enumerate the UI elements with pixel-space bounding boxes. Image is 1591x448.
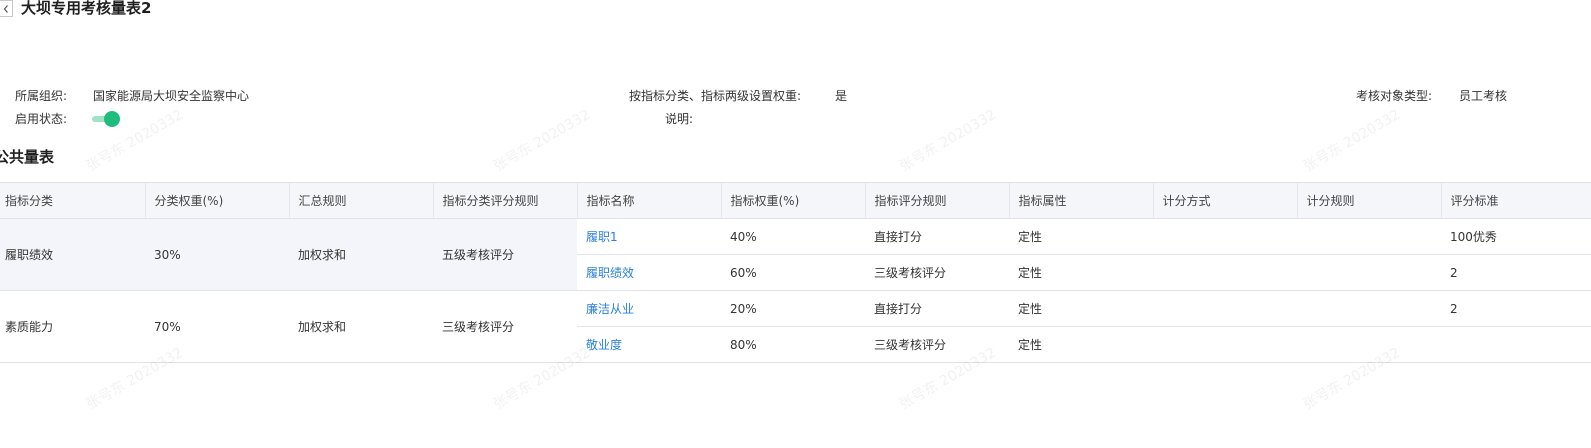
column-header: 指标分类 [0, 182, 146, 219]
indicator-name-cell: 履职1 [577, 218, 721, 255]
indicator-name-cell: 履职绩效 [577, 254, 721, 291]
indicator-link[interactable]: 履职绩效 [586, 266, 635, 280]
score-method-cell [1153, 218, 1297, 255]
table-row: 履职绩效 30% 加权求和 五级考核评分 履职1 40% 直接打分 定性 100… [0, 218, 1591, 291]
indicator-attr-cell: 定性 [1009, 326, 1153, 363]
target-type-label: 考核对象类型: [1356, 89, 1433, 103]
column-header: 指标评分规则 [865, 182, 1010, 219]
indicator-attr-cell: 定性 [1009, 290, 1153, 327]
score-rule-cell [1297, 218, 1441, 255]
column-header: 指标权重(%) [721, 182, 866, 219]
indicator-link[interactable]: 敬业度 [586, 338, 623, 352]
target-type-value: 员工考核 [1459, 89, 1508, 103]
back-button[interactable] [0, 0, 13, 17]
summary-rule-cell: 加权求和 [289, 218, 433, 291]
note-label: 说明: [665, 112, 694, 126]
page-title: 大坝专用考核量表2 [21, 0, 152, 17]
column-header: 指标属性 [1009, 182, 1154, 219]
indicator-attr-cell: 定性 [1009, 254, 1153, 291]
weight-setting-label: 按指标分类、指标两级设置权重: [629, 89, 802, 103]
score-rule-cell [1297, 326, 1441, 363]
weight-setting-value: 是 [835, 89, 848, 103]
score-method-cell [1153, 326, 1297, 363]
indicator-weight-cell: 80% [721, 326, 865, 363]
indicator-weight-cell: 60% [721, 254, 865, 291]
org-label: 所属组织: [15, 89, 68, 103]
score-rule-cell [1297, 290, 1441, 327]
score-method-cell [1153, 290, 1297, 327]
category-weight-cell: 70% [145, 290, 289, 363]
watermark: 张号东 2020332 [1300, 106, 1404, 175]
indicator-weight-cell: 20% [721, 290, 865, 327]
column-header: 计分方式 [1153, 182, 1298, 219]
category-cell: 素质能力 [0, 290, 145, 363]
standard-cell: 100优秀 [1441, 218, 1591, 255]
column-header: 指标分类评分规则 [433, 182, 578, 219]
score-method-cell [1153, 254, 1297, 291]
indicator-weight-cell: 40% [721, 218, 865, 255]
status-label: 启用状态: [15, 112, 68, 126]
standard-cell: 2 [1441, 254, 1591, 291]
category-cell: 履职绩效 [0, 218, 145, 291]
section-title: 公共量表 [0, 148, 55, 166]
table-header-row: 指标分类 分类权重(%) 汇总规则 指标分类评分规则 指标名称 指标权重(%) … [0, 182, 1591, 219]
column-header: 指标名称 [577, 182, 722, 219]
indicator-link[interactable]: 履职1 [586, 230, 618, 244]
summary-rule-cell: 加权求和 [289, 290, 433, 363]
category-weight-cell: 30% [145, 218, 289, 291]
indicator-rule-cell: 直接打分 [865, 290, 1009, 327]
org-value: 国家能源局大坝安全监察中心 [93, 89, 250, 103]
status-toggle[interactable] [92, 111, 122, 127]
column-header: 评分标准 [1441, 182, 1591, 219]
table-row: 素质能力 70% 加权求和 三级考核评分 廉洁从业 20% 直接打分 定性 2 [0, 290, 1591, 363]
table-row: 敬业度 80% 三级考核评分 定性 [0, 326, 1591, 363]
score-rule-cell [1297, 254, 1441, 291]
watermark: 张号东 2020332 [896, 106, 1000, 175]
category-scoring-cell: 五级考核评分 [433, 218, 577, 291]
chevron-left-icon [3, 4, 8, 13]
toggle-knob [104, 111, 120, 127]
standard-cell [1441, 326, 1591, 363]
scale-table: 指标分类 分类权重(%) 汇总规则 指标分类评分规则 指标名称 指标权重(%) … [0, 182, 1591, 363]
standard-cell: 2 [1441, 290, 1591, 327]
column-header: 分类权重(%) [145, 182, 290, 219]
column-header: 汇总规则 [289, 182, 434, 219]
table-row: 履职绩效 60% 三级考核评分 定性 2 [0, 254, 1591, 291]
indicator-link[interactable]: 廉洁从业 [586, 302, 635, 316]
indicator-name-cell: 廉洁从业 [577, 290, 721, 327]
indicator-attr-cell: 定性 [1009, 218, 1153, 255]
indicator-name-cell: 敬业度 [577, 326, 721, 363]
column-header: 计分规则 [1297, 182, 1442, 219]
watermark: 张号东 2020332 [490, 106, 594, 175]
indicator-rule-cell: 三级考核评分 [865, 254, 1009, 291]
indicator-rule-cell: 三级考核评分 [865, 326, 1009, 363]
category-scoring-cell: 三级考核评分 [433, 290, 577, 363]
indicator-rule-cell: 直接打分 [865, 218, 1009, 255]
